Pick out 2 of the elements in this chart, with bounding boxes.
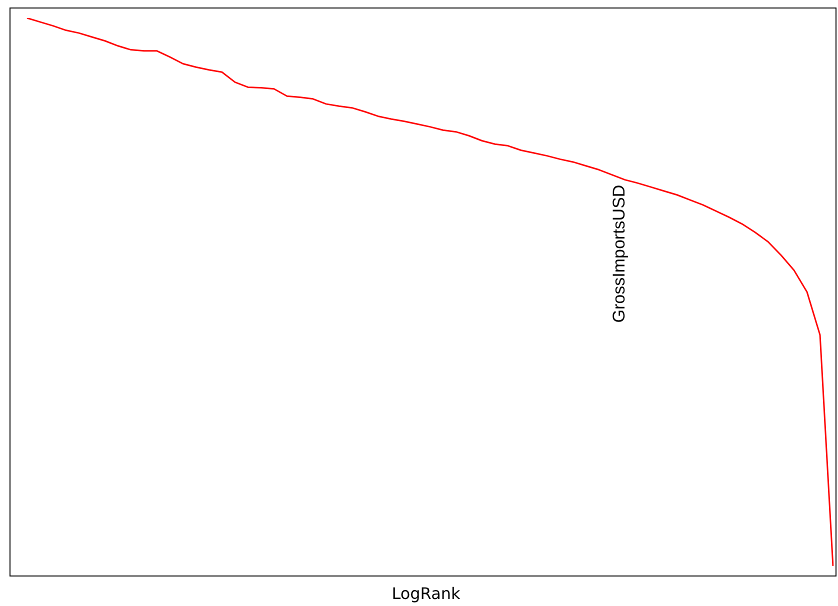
text: GrossImportsUSD xyxy=(610,184,629,323)
x-axis-title: LogRank xyxy=(392,584,462,604)
